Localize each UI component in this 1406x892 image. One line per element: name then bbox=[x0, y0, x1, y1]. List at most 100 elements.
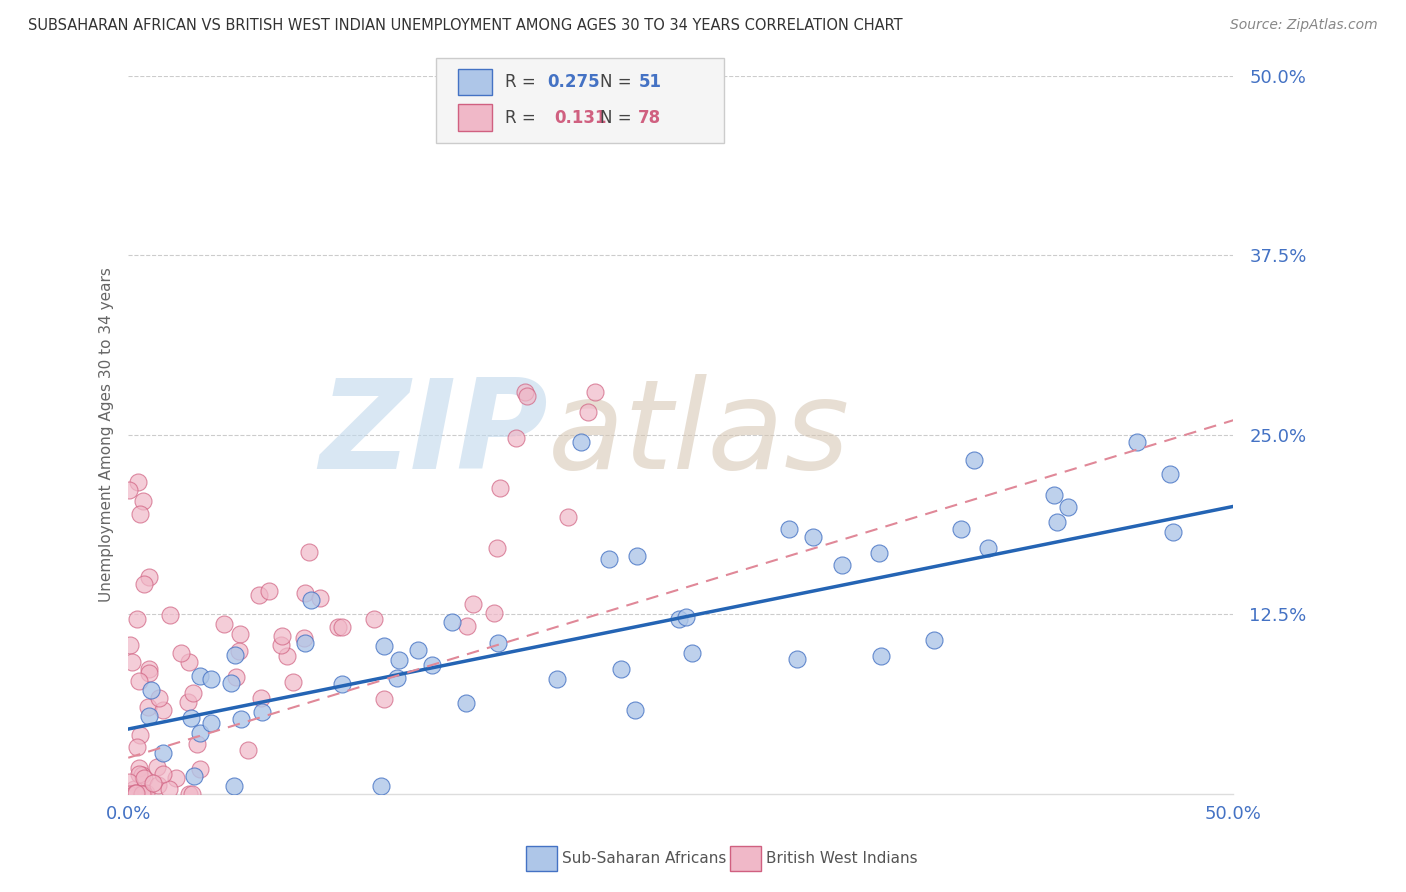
Point bbox=[128, 767, 150, 781]
Point bbox=[513, 384, 536, 399]
Point bbox=[406, 643, 429, 657]
Point bbox=[1159, 467, 1181, 481]
Point bbox=[200, 672, 222, 686]
Point bbox=[963, 453, 986, 467]
Point bbox=[257, 583, 280, 598]
Text: 78: 78 bbox=[638, 109, 661, 127]
Point bbox=[146, 760, 169, 774]
Point bbox=[157, 781, 180, 796]
Point bbox=[159, 608, 181, 623]
Point bbox=[801, 531, 824, 545]
Point bbox=[190, 669, 212, 683]
Text: atlas: atlas bbox=[548, 374, 851, 495]
Text: R =: R = bbox=[505, 109, 546, 127]
Text: 0.275: 0.275 bbox=[547, 73, 599, 91]
Point bbox=[373, 639, 395, 653]
Point bbox=[200, 716, 222, 731]
Point bbox=[236, 743, 259, 757]
Point bbox=[363, 612, 385, 626]
Point bbox=[250, 691, 273, 706]
Point bbox=[124, 786, 146, 800]
Point bbox=[292, 631, 315, 645]
Point bbox=[675, 610, 697, 624]
Point bbox=[139, 683, 162, 698]
Point bbox=[1161, 524, 1184, 539]
Point bbox=[294, 586, 316, 600]
Point bbox=[831, 558, 853, 573]
Point bbox=[121, 656, 143, 670]
Point bbox=[681, 646, 703, 660]
Point bbox=[440, 615, 463, 629]
Point bbox=[118, 775, 141, 789]
Point bbox=[610, 662, 633, 676]
Point bbox=[183, 769, 205, 783]
Point bbox=[177, 655, 200, 669]
Point bbox=[180, 787, 202, 801]
Point bbox=[138, 666, 160, 681]
Text: N =: N = bbox=[600, 109, 637, 127]
Point bbox=[299, 592, 322, 607]
Point bbox=[420, 657, 443, 672]
Point bbox=[134, 771, 156, 785]
Point bbox=[1043, 488, 1066, 502]
Point bbox=[135, 786, 157, 800]
Point bbox=[330, 620, 353, 634]
Point bbox=[505, 431, 527, 445]
Point bbox=[138, 699, 160, 714]
Point bbox=[152, 766, 174, 780]
Point bbox=[976, 541, 998, 555]
Point bbox=[247, 588, 270, 602]
Point bbox=[598, 551, 620, 566]
Point bbox=[583, 384, 606, 399]
Point bbox=[330, 677, 353, 691]
Point bbox=[868, 546, 890, 560]
Point bbox=[165, 771, 187, 785]
Point bbox=[179, 787, 201, 801]
Point bbox=[228, 644, 250, 658]
Text: N =: N = bbox=[600, 73, 637, 91]
Point bbox=[181, 686, 204, 700]
Point bbox=[225, 670, 247, 684]
Point bbox=[180, 711, 202, 725]
Point bbox=[388, 653, 411, 667]
Point bbox=[186, 737, 208, 751]
Point bbox=[117, 787, 139, 801]
Point bbox=[569, 434, 592, 449]
Point bbox=[148, 690, 170, 705]
Text: SUBSAHARAN AFRICAN VS BRITISH WEST INDIAN UNEMPLOYMENT AMONG AGES 30 TO 34 YEARS: SUBSAHARAN AFRICAN VS BRITISH WEST INDIA… bbox=[28, 18, 903, 33]
Point bbox=[252, 706, 274, 720]
Point bbox=[229, 712, 252, 726]
Point bbox=[212, 617, 235, 632]
Point bbox=[152, 746, 174, 760]
Point bbox=[122, 782, 145, 797]
Point bbox=[127, 475, 149, 489]
Point bbox=[486, 636, 509, 650]
Text: R =: R = bbox=[505, 73, 541, 91]
Point bbox=[294, 636, 316, 650]
Point bbox=[138, 709, 160, 723]
Text: 0.131: 0.131 bbox=[554, 109, 606, 127]
Point bbox=[668, 612, 690, 626]
Point bbox=[578, 405, 600, 419]
Text: British West Indians: British West Indians bbox=[766, 851, 918, 865]
Point bbox=[387, 671, 409, 685]
Y-axis label: Unemployment Among Ages 30 to 34 years: Unemployment Among Ages 30 to 34 years bbox=[100, 268, 114, 602]
Point bbox=[170, 646, 193, 660]
Point bbox=[128, 507, 150, 521]
Point bbox=[778, 522, 800, 536]
Point bbox=[485, 541, 508, 555]
Point bbox=[148, 779, 170, 793]
Point bbox=[326, 620, 349, 634]
Point bbox=[623, 703, 645, 717]
Point bbox=[482, 607, 505, 621]
Text: 51: 51 bbox=[638, 73, 661, 91]
Point bbox=[132, 787, 155, 801]
Point bbox=[118, 483, 141, 497]
Point bbox=[132, 787, 155, 801]
Text: ZIP: ZIP bbox=[319, 374, 548, 495]
Point bbox=[132, 577, 155, 591]
Point bbox=[489, 482, 512, 496]
Point bbox=[276, 648, 298, 663]
Point bbox=[152, 703, 174, 717]
Point bbox=[224, 780, 246, 794]
